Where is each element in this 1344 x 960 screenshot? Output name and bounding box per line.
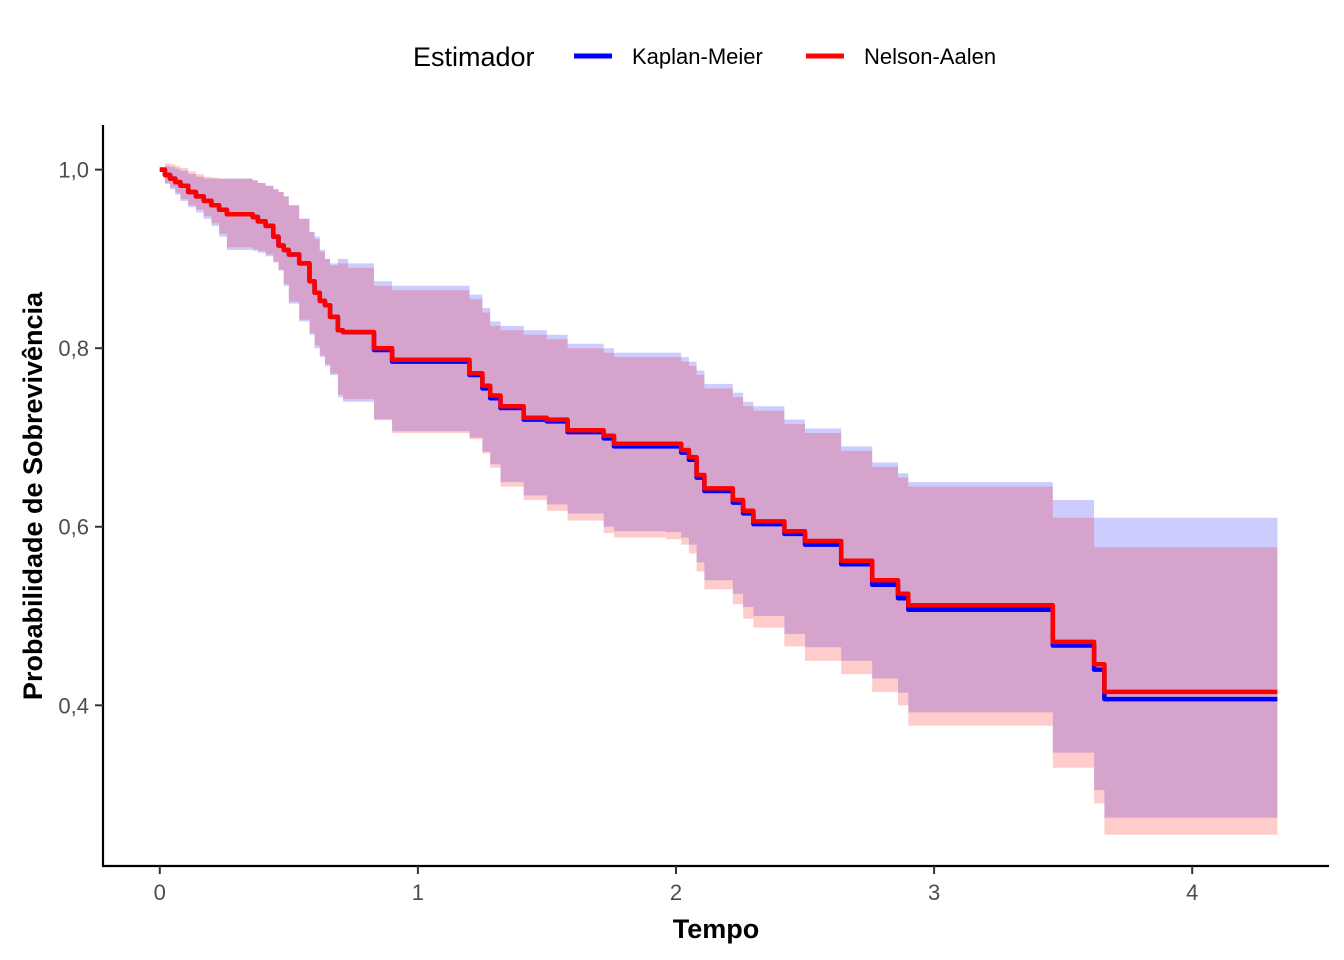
legend-title: Estimador: [413, 42, 535, 72]
legend: Estimador Kaplan-Meier Nelson-Aalen: [413, 42, 996, 72]
x-tick-label: 4: [1186, 880, 1198, 905]
confidence-ribbons: [159, 163, 1278, 835]
x-tick-label: 3: [928, 880, 940, 905]
axes: [101, 125, 1329, 868]
y-tick-label: 0,4: [58, 693, 89, 718]
x-axis-title: Tempo: [673, 914, 760, 944]
y-tick-label: 0,8: [58, 336, 89, 361]
legend-label-kaplan-meier: Kaplan-Meier: [632, 44, 763, 69]
survival-line-nelson-aalen: [159, 167, 1278, 695]
legend-label-nelson-aalen: Nelson-Aalen: [864, 44, 996, 69]
ci-ribbon-nelson-aalen: [159, 163, 1278, 835]
x-tick-label: 1: [412, 880, 424, 905]
y-tick-label: 0,6: [58, 515, 89, 540]
survival-lines: [159, 167, 1278, 702]
y-ticks: 0,4 0,6 0,8 1,0: [58, 158, 103, 718]
x-tick-label: 0: [154, 880, 166, 905]
x-tick-label: 2: [670, 880, 682, 905]
y-tick-label: 1,0: [58, 158, 89, 183]
y-axis-title: Probabilidade de Sobrevivência: [18, 291, 48, 700]
x-ticks: 0 1 2 3 4: [154, 866, 1198, 905]
